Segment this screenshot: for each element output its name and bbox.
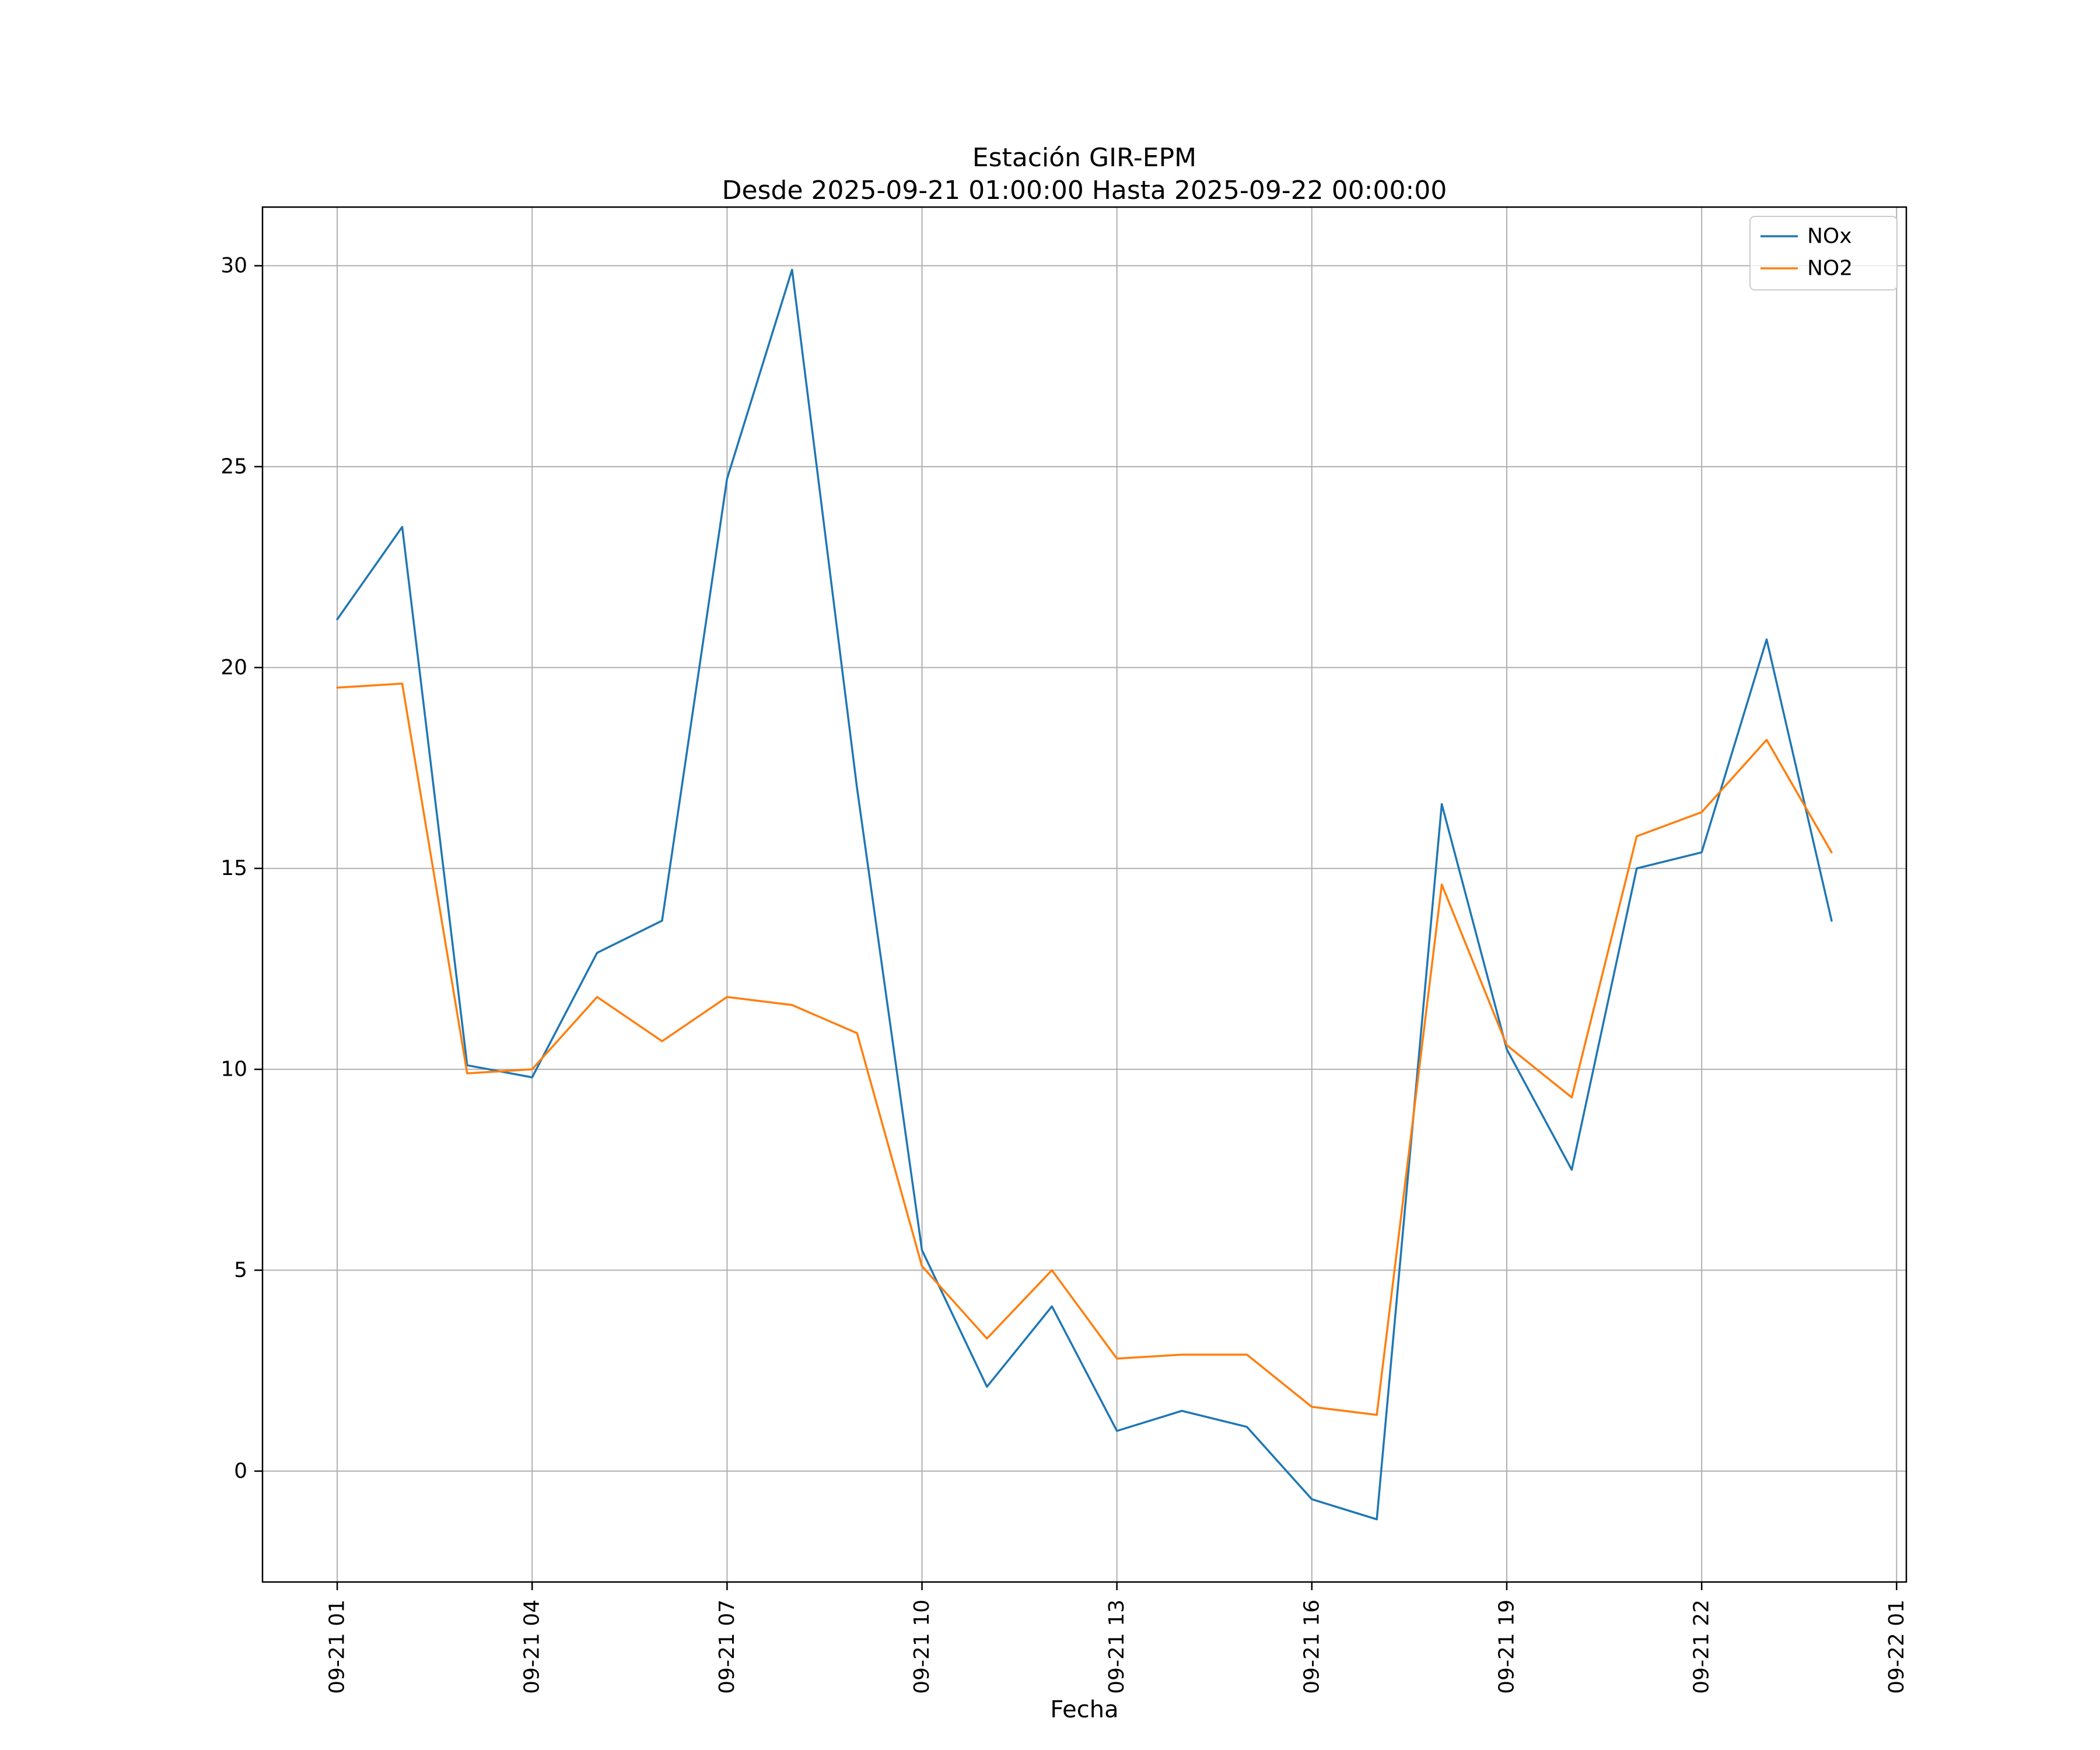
y-tick-label: 20 [220, 656, 247, 680]
series-line-nox [336, 268, 1833, 1521]
chart-title: Estación GIR-EPM [972, 143, 1197, 173]
y-tick-label: 0 [234, 1459, 247, 1483]
x-tick-label: 09-21 10 [910, 1600, 934, 1694]
x-tick-label: 09-21 13 [1105, 1600, 1129, 1694]
legend-label-nox: NOx [1807, 225, 1852, 249]
legend: NOx NO2 [1749, 216, 1898, 290]
x-axis-ticks: 09-21 01 09-21 04 09-21 07 09-21 10 09-21 13… [326, 1582, 1909, 1694]
series-line-no2 [336, 682, 1833, 1416]
legend-label-no2: NO2 [1807, 257, 1853, 281]
x-tick-label: 09-21 19 [1494, 1600, 1518, 1694]
y-tick-label: 30 [220, 254, 247, 278]
y-tick-label: 5 [234, 1258, 247, 1282]
x-tick-label: 09-21 04 [520, 1600, 544, 1694]
chart-title-block: Estación GIR-EPM Desde 2025-09-21 01:00:… [262, 142, 1906, 207]
x-tick-label: 09-21 22 [1690, 1600, 1714, 1694]
grid [262, 207, 1906, 1582]
y-tick-label: 25 [220, 454, 247, 478]
x-tick-label: 09-21 16 [1300, 1600, 1324, 1694]
y-tick-label: 10 [220, 1058, 247, 1082]
y-axis-ticks: 0 5 10 15 20 25 30 [220, 254, 262, 1483]
x-tick-label: 09-21 01 [326, 1600, 349, 1694]
y-tick-label: 15 [220, 856, 247, 880]
x-tick-label: 09-22 01 [1885, 1600, 1909, 1694]
x-tick-label: 09-21 07 [715, 1600, 739, 1694]
x-axis-label: Fecha [1050, 1696, 1119, 1723]
chart-subtitle: Desde 2025-09-21 01:00:00 Hasta 2025-09-… [722, 176, 1447, 205]
axes-spines [261, 206, 1908, 1583]
